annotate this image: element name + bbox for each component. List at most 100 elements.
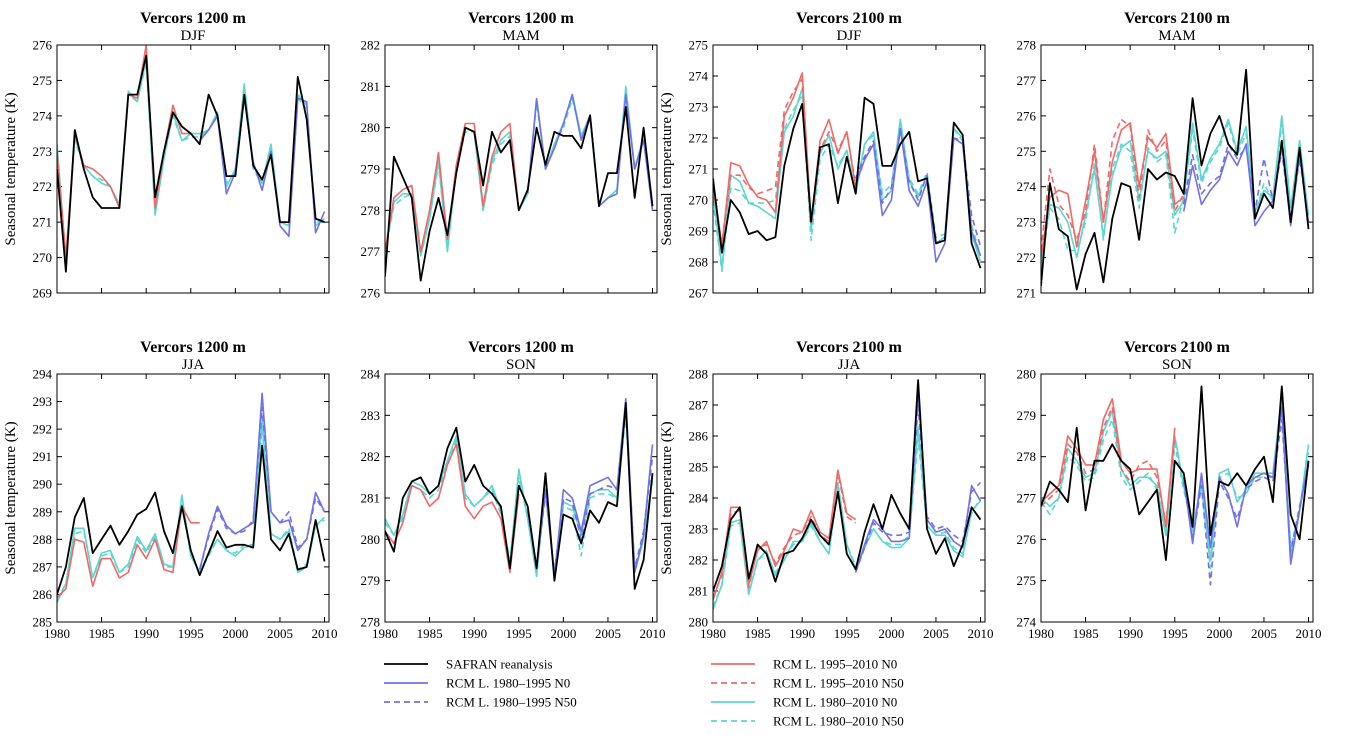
panel-title: Vercors 1200 m	[140, 10, 246, 27]
x-tick-label: 1995	[506, 626, 532, 641]
panel-title: Vercors 2100 m	[796, 339, 902, 356]
series-line	[385, 443, 520, 574]
panel-title: Vercors 2100 m	[1124, 10, 1230, 27]
y-tick-label: 274	[689, 69, 709, 84]
series-line	[713, 425, 982, 610]
legend-item: RCM L. 1980–2010 N0	[711, 695, 897, 710]
y-tick-label: 288	[33, 532, 53, 547]
y-tick-label: 276	[361, 286, 381, 301]
panel-season: SON	[506, 357, 536, 373]
x-tick-label: 2010	[1296, 626, 1322, 641]
x-tick-label: 2005	[595, 626, 621, 641]
x-tick-label: 1985	[745, 626, 771, 641]
y-tick-label: 286	[33, 587, 53, 602]
y-tick-label: 278	[1017, 449, 1037, 464]
panel-season: DJF	[180, 28, 205, 44]
series-group	[1041, 385, 1310, 586]
series-line	[57, 417, 326, 604]
plot-frame	[1040, 373, 1314, 623]
y-tick-label: 278	[361, 615, 381, 630]
series-line	[713, 469, 857, 601]
y-tick-label: 281	[361, 79, 381, 94]
series-group	[57, 45, 326, 273]
plot-frame	[56, 373, 330, 623]
y-tick-label: 271	[689, 162, 709, 177]
legend-label: RCM L. 1980–1995 N50	[446, 695, 577, 710]
y-tick-label: 271	[33, 215, 53, 230]
legend-item: RCM L. 1980–2010 N50	[711, 714, 904, 729]
x-tick-label: 1980	[1028, 626, 1054, 641]
y-axis-label: Seasonal temperature (K)	[659, 421, 675, 574]
y-tick-label: 291	[33, 449, 53, 464]
panel-season: SON	[1162, 357, 1192, 373]
panel-season: JJA	[838, 357, 861, 373]
y-tick-label: 273	[1017, 215, 1037, 230]
series-line	[713, 96, 982, 269]
y-tick-label: 279	[361, 573, 381, 588]
y-tick-label: 275	[689, 38, 709, 53]
y-tick-label: 279	[361, 162, 381, 177]
y-tick-label: 276	[33, 38, 53, 53]
series-line	[198, 392, 326, 570]
series-line	[57, 444, 326, 595]
y-tick-label: 274	[1017, 179, 1037, 194]
y-axis-label: Seasonal temperature (K)	[659, 92, 675, 245]
y-tick-label: 276	[1017, 532, 1037, 547]
series-line	[713, 78, 857, 245]
y-tick-label: 278	[361, 203, 381, 218]
legend-label: RCM L. 1995–2010 N50	[773, 676, 904, 691]
x-tick-label: 1995	[834, 626, 860, 641]
y-tick-label: 272	[689, 131, 709, 146]
y-tick-label: 277	[361, 244, 381, 259]
y-tick-label: 271	[1017, 286, 1037, 301]
y-tick-label: 277	[1017, 491, 1037, 506]
y-tick-label: 282	[689, 553, 709, 568]
plot-frame	[384, 44, 658, 294]
x-tick-label: 1980	[372, 626, 398, 641]
y-tick-label: 275	[1017, 573, 1037, 588]
y-tick-label: 280	[361, 120, 381, 135]
y-tick-label: 282	[361, 449, 381, 464]
y-tick-label: 276	[1017, 108, 1037, 123]
y-tick-label: 272	[33, 179, 53, 194]
series-line	[57, 54, 325, 273]
y-tick-label: 268	[689, 255, 709, 270]
legend-item: RCM L. 1980–1995 N50	[384, 695, 577, 710]
y-tick-label: 275	[1017, 144, 1037, 159]
series-line	[713, 438, 982, 607]
legend-item: RCM L. 1995–2010 N0	[711, 657, 897, 672]
series-line	[385, 106, 654, 282]
y-tick-label: 272	[1017, 250, 1037, 265]
series-line	[854, 127, 982, 263]
series-line	[1041, 406, 1176, 524]
y-tick-label: 273	[689, 100, 709, 115]
series-line	[1041, 115, 1310, 265]
x-tick-label: 1980	[700, 626, 726, 641]
x-tick-label: 2010	[968, 626, 994, 641]
x-tick-label: 2010	[640, 626, 666, 641]
x-tick-label: 1990	[133, 626, 159, 641]
series-line	[385, 401, 654, 590]
panel-title: Vercors 2100 m	[1124, 339, 1230, 356]
x-tick-label: 1990	[1117, 626, 1143, 641]
x-tick-label: 2010	[312, 626, 338, 641]
y-tick-label: 274	[33, 108, 53, 123]
x-tick-label: 2005	[923, 626, 949, 641]
series-line	[1041, 68, 1310, 291]
x-tick-label: 1995	[178, 626, 204, 641]
series-group	[385, 85, 654, 282]
x-tick-label: 2000	[1206, 626, 1232, 641]
y-tick-label: 281	[361, 491, 381, 506]
y-tick-label: 280	[361, 532, 381, 547]
y-tick-label: 280	[689, 615, 709, 630]
y-tick-label: 290	[33, 477, 53, 492]
y-tick-label: 280	[1017, 367, 1037, 382]
